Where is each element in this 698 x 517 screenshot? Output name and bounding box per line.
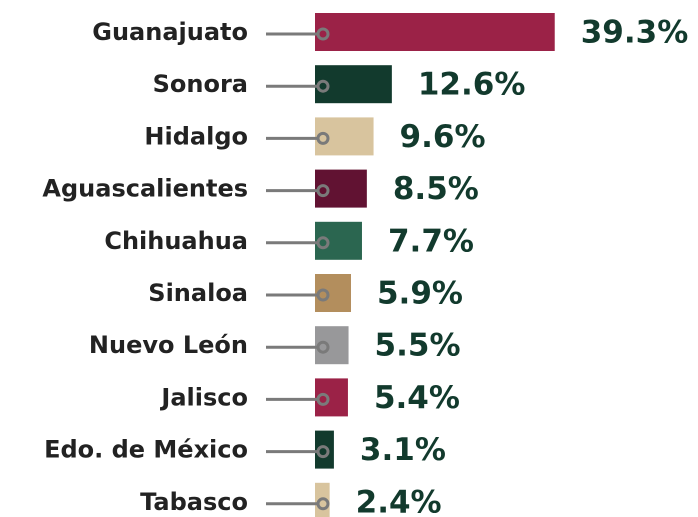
category-label: Nuevo León (89, 331, 248, 359)
category-label: Tabasco (140, 488, 248, 516)
value-label: 5.4% (374, 380, 460, 416)
connector-dot (316, 340, 330, 354)
bar (315, 326, 349, 365)
value-label: 39.3% (581, 15, 689, 51)
bar (315, 378, 348, 417)
category-label: Jalisco (159, 383, 248, 411)
category-label: Hidalgo (144, 122, 248, 150)
connector-dot (316, 27, 330, 41)
bar (315, 221, 362, 260)
value-label: 9.6% (400, 119, 486, 155)
connector-dot (316, 131, 330, 145)
value-label: 12.6% (418, 67, 526, 103)
bar (315, 13, 555, 51)
connector-dot (316, 236, 330, 250)
value-label: 3.1% (360, 432, 446, 468)
bar (315, 430, 334, 469)
category-label: Edo. de México (44, 436, 248, 464)
category-label: Guanajuato (92, 18, 248, 46)
connector-dot (316, 184, 330, 198)
connector-dot (316, 497, 330, 511)
category-label: Sonora (153, 70, 248, 98)
value-label: 2.4% (356, 484, 442, 517)
category-label: Chihuahua (104, 227, 248, 255)
connector-dot (316, 288, 330, 302)
value-label: 7.7% (388, 223, 474, 259)
category-label: Sinaloa (148, 279, 248, 307)
value-label: 5.9% (377, 276, 463, 312)
connector-dot (316, 79, 330, 93)
value-label: 8.5% (393, 171, 479, 207)
connector-dot (316, 392, 330, 406)
bar (315, 169, 367, 208)
bar (315, 274, 351, 312)
connector-dot (316, 445, 330, 459)
value-label: 5.5% (375, 328, 461, 364)
bar (315, 117, 374, 156)
category-label: Aguascalientes (42, 175, 248, 203)
